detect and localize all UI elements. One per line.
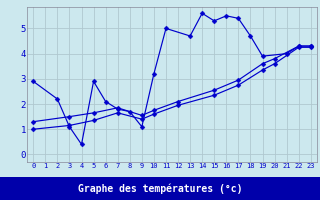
Text: Graphe des températures (°c): Graphe des températures (°c) (78, 183, 242, 194)
